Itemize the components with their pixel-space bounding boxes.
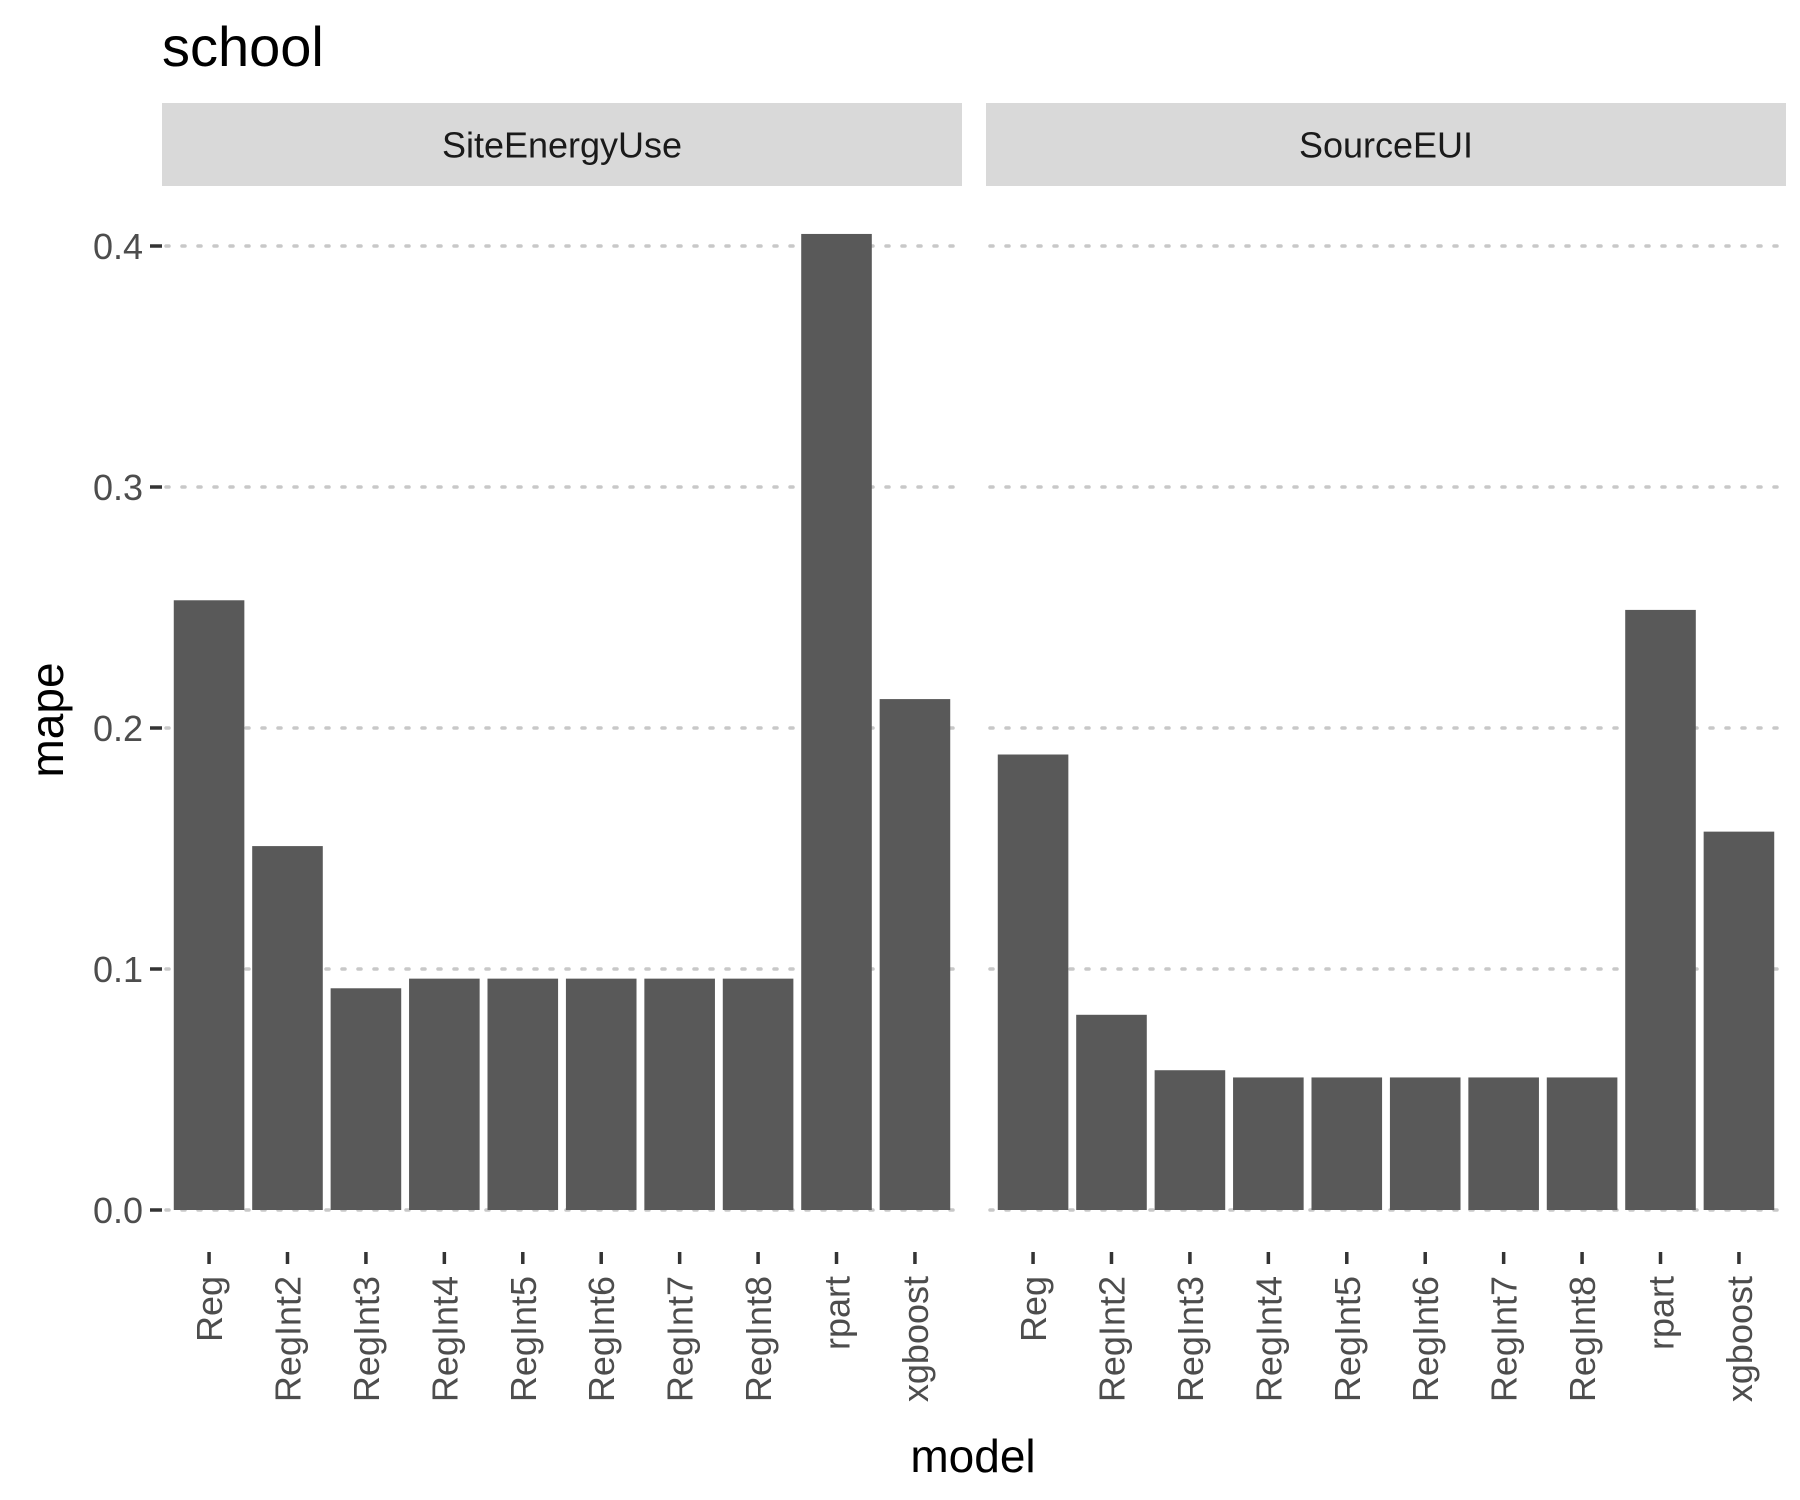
facet-strip	[986, 103, 1786, 186]
facet-strip	[162, 103, 962, 186]
x-tick-label: Reg	[1013, 1276, 1054, 1342]
x-tick-label: RegInt8	[1562, 1276, 1603, 1402]
facet-strip-label: SiteEnergyUse	[442, 125, 682, 166]
bar-RegInt5	[1311, 1077, 1383, 1210]
x-tick-label: RegInt7	[660, 1276, 701, 1402]
bar-RegInt4	[409, 978, 480, 1210]
y-tick-label: 0.3	[93, 467, 143, 508]
x-tick-label: RegInt3	[1170, 1276, 1211, 1402]
x-tick-label: RegInt5	[1327, 1276, 1368, 1402]
x-tick-label: xgboost	[895, 1276, 936, 1402]
bar-RegInt8	[1546, 1077, 1618, 1210]
bar-xgboost	[1703, 831, 1775, 1210]
x-tick-label: RegInt5	[503, 1276, 544, 1402]
y-tick-label: 0.2	[93, 708, 143, 749]
x-tick-label: RegInt6	[1405, 1276, 1446, 1402]
x-tick-label: RegInt8	[738, 1276, 779, 1402]
bar-RegInt3	[1154, 1070, 1226, 1210]
y-tick-label: 0.1	[93, 949, 143, 990]
x-tick-label: RegInt4	[1248, 1276, 1289, 1402]
bar-RegInt8	[722, 978, 794, 1210]
facet-panel-SiteEnergyUse: SiteEnergyUse Reg RegInt2 RegInt3 RegInt4 Reg…	[162, 103, 962, 1402]
y-tick-label: 0.4	[93, 226, 143, 267]
x-tick-label: xgboost	[1719, 1276, 1760, 1402]
facet-panels: 0.0 0.1 0.2 0.3 0.4 SiteEnergyUse Reg RegInt2 Re…	[93, 103, 1786, 1402]
x-axis-title: model	[910, 1430, 1035, 1482]
bar-RegInt4	[1233, 1077, 1304, 1210]
x-tick-label: RegInt2	[1091, 1276, 1132, 1402]
x-tick-label: RegInt2	[267, 1276, 308, 1402]
x-tick-label: rpart	[817, 1276, 858, 1350]
y-axis-title: mape	[21, 662, 73, 777]
bar-RegInt5	[487, 978, 559, 1210]
x-tick-label: RegInt6	[581, 1276, 622, 1402]
x-tick-label: RegInt4	[424, 1276, 465, 1402]
bar-rpart	[1625, 609, 1696, 1210]
bar-Reg	[997, 754, 1069, 1210]
y-tick-label: 0.0	[93, 1190, 143, 1231]
x-tick-label: Reg	[189, 1276, 230, 1342]
bar-RegInt6	[1389, 1077, 1461, 1210]
facet-panel-SourceEUI: SourceEUI Reg RegInt2 RegInt3 RegInt4 RegInt5…	[986, 103, 1786, 1402]
chart-title: school	[162, 15, 324, 78]
bar-rpart	[801, 233, 872, 1210]
facet-strip-label: SourceEUI	[1299, 125, 1473, 166]
bar-RegInt2	[252, 846, 323, 1210]
bar-xgboost	[879, 699, 951, 1210]
x-tick-label: RegInt3	[346, 1276, 387, 1402]
bar-RegInt7	[644, 978, 715, 1210]
bar-RegInt3	[330, 988, 402, 1210]
bar-RegInt7	[1468, 1077, 1539, 1210]
x-tick-label: RegInt7	[1484, 1276, 1525, 1402]
bar-Reg	[173, 600, 245, 1210]
bar-RegInt6	[565, 978, 637, 1210]
x-tick-label: rpart	[1641, 1276, 1682, 1350]
bar-RegInt2	[1076, 1014, 1147, 1210]
